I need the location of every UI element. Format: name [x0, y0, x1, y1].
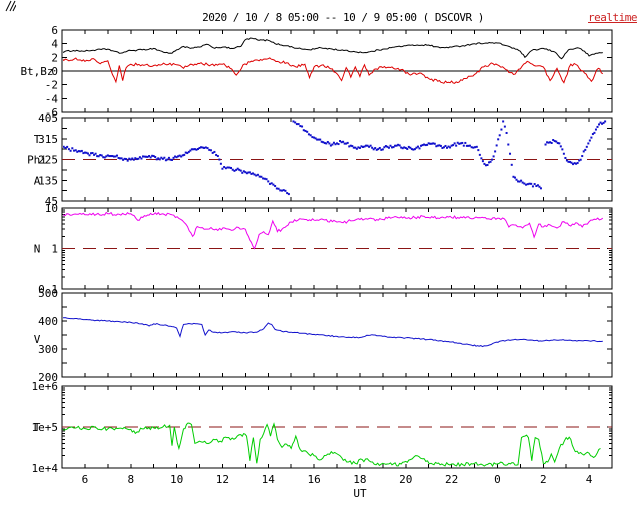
- svg-text:400: 400: [38, 315, 58, 328]
- svg-text:10: 10: [170, 473, 183, 486]
- svg-text:16: 16: [307, 473, 320, 486]
- svg-text:UT: UT: [353, 487, 367, 500]
- realtime-link[interactable]: realtime: [588, 11, 637, 24]
- svg-text:N: N: [34, 243, 41, 256]
- svg-text:135: 135: [38, 174, 58, 187]
- svg-text:1: 1: [51, 243, 58, 256]
- svg-text:0.1: 0.1: [38, 283, 58, 296]
- svg-text:12: 12: [216, 473, 229, 486]
- svg-text:315: 315: [38, 133, 58, 146]
- svg-text:300: 300: [38, 343, 58, 356]
- svg-text:0: 0: [51, 65, 58, 78]
- svg-text:45: 45: [45, 195, 58, 208]
- svg-text:200: 200: [38, 371, 58, 384]
- svg-text:T: T: [34, 133, 41, 146]
- svg-text:-2: -2: [45, 79, 58, 92]
- svg-text:Bt,Bz: Bt,Bz: [20, 65, 53, 78]
- svg-text:2: 2: [51, 51, 58, 64]
- svg-text:V: V: [34, 333, 41, 346]
- svg-text:10: 10: [45, 202, 58, 215]
- svg-text:4: 4: [586, 473, 593, 486]
- svg-text:18: 18: [353, 473, 366, 486]
- svg-text:-6: -6: [45, 106, 58, 119]
- svg-text:2: 2: [540, 473, 547, 486]
- svg-text:A: A: [34, 174, 41, 187]
- svg-text:Phi: Phi: [27, 154, 47, 167]
- svg-text:1e+6: 1e+6: [32, 380, 59, 393]
- resize-grip-icon: [5, 0, 16, 12]
- svg-text:20: 20: [399, 473, 412, 486]
- svg-text:1e+4: 1e+4: [32, 462, 59, 475]
- svg-text:6: 6: [51, 24, 58, 37]
- svg-text:0: 0: [494, 473, 501, 486]
- svg-text:500: 500: [38, 287, 58, 300]
- svg-text:T: T: [34, 421, 41, 434]
- svg-text:6: 6: [82, 473, 89, 486]
- svg-text:22: 22: [445, 473, 458, 486]
- svg-text:-4: -4: [45, 92, 59, 105]
- chart-title: 2020 / 10 / 8 05:00 -- 10 / 9 05:00 ( DS…: [202, 11, 484, 24]
- svg-text:4: 4: [51, 38, 58, 51]
- svg-text:405: 405: [38, 112, 58, 125]
- svg-text:225: 225: [38, 154, 58, 167]
- svg-text:8: 8: [127, 473, 134, 486]
- svg-text:1e+5: 1e+5: [32, 421, 59, 434]
- svg-text:14: 14: [262, 473, 276, 486]
